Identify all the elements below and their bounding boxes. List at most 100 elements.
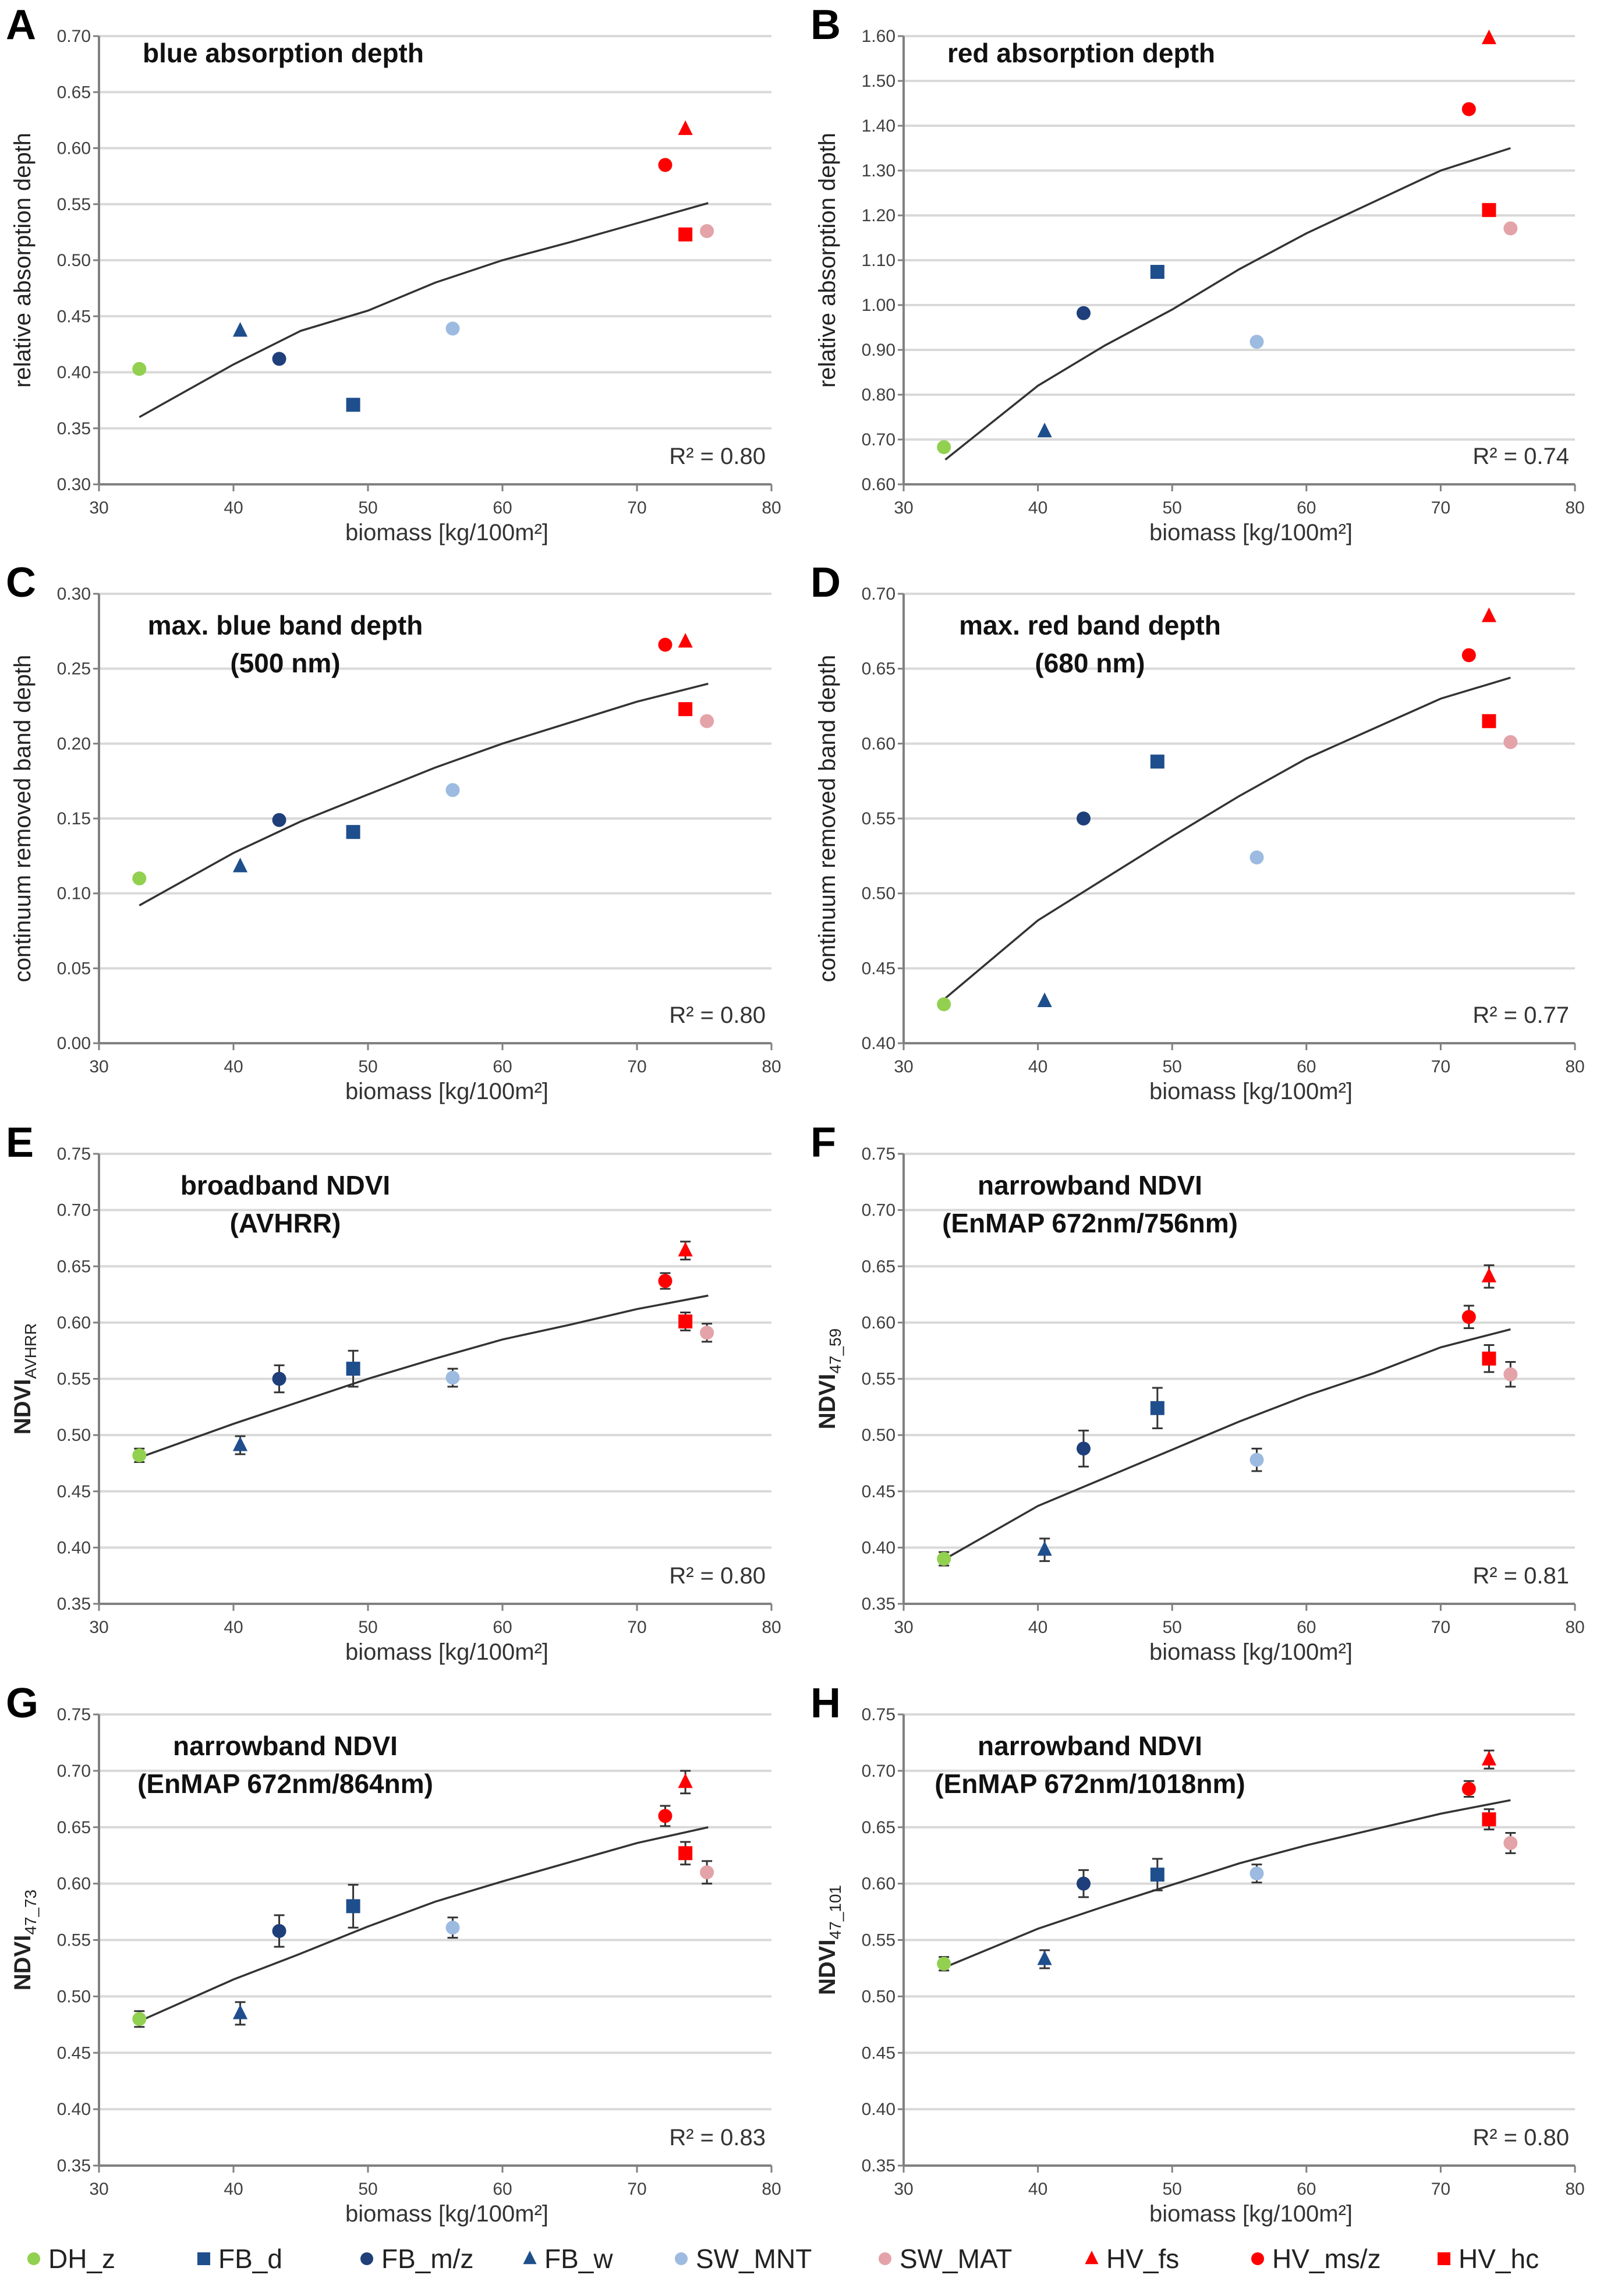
x-tick-label: 80: [762, 2180, 781, 2199]
panel-letter: A: [6, 2, 36, 48]
data-point-fb-m-z: [1077, 1876, 1091, 1891]
x-tick-label: 50: [1163, 1618, 1182, 1637]
x-tick-label: 70: [1431, 1618, 1450, 1637]
y-tick-label: 0.70: [862, 584, 895, 604]
x-tick-label: 60: [1297, 1057, 1316, 1076]
x-tick-label: 40: [224, 498, 243, 518]
legend-item: FB_w: [523, 2244, 613, 2274]
x-tick-label: 50: [1163, 498, 1182, 518]
y-tick-label: 0.65: [862, 1818, 895, 1837]
trend-line: [139, 1826, 709, 2022]
data-point-sw-mnt: [1249, 335, 1264, 349]
x-tick-label: 60: [1297, 2180, 1316, 2199]
y-tick-label: 0.55: [57, 195, 91, 214]
y-tick-label: 0.30: [57, 475, 91, 494]
panel-f: 0.35 0.40 0.45 0.50 0.55 0.60 0.65 0.70 0.75 30 40…: [810, 1119, 1585, 1665]
y-tick-label: 0.40: [862, 1538, 895, 1557]
x-axis-label: biomass [kg/100m²]: [345, 520, 548, 545]
x-tick-label: 60: [493, 1057, 512, 1076]
legend-label: HV_ms/z: [1272, 2244, 1381, 2274]
y-tick-label: 0.70: [862, 1762, 895, 1781]
y-axis-label: continuum removed band depth: [815, 655, 840, 983]
y-axis-label-main: relative absorption depth: [10, 133, 36, 388]
panel-letter: E: [6, 1119, 34, 1166]
y-tick-label: 0.40: [862, 2100, 895, 2119]
panel-c: 0.00 0.05 0.10 0.15 0.20 0.25 0.30 30 40 50 60 70 80…: [6, 559, 781, 1104]
data-point-dh-z: [132, 871, 147, 885]
y-tick-label: 0.60: [862, 1875, 895, 1894]
data-point-hv-ms-z: [1461, 1781, 1476, 1796]
r-squared-label: R² = 0.81: [1472, 1563, 1569, 1589]
r-squared-label: R² = 0.74: [1472, 444, 1569, 469]
data-point-sw-mat: [1503, 1836, 1518, 1850]
legend-marker-circle-icon: [879, 2252, 891, 2265]
data-point-sw-mat: [700, 1865, 714, 1880]
y-axis-label-main: continuum removed band depth: [815, 655, 840, 983]
data-point-dh-z: [937, 1551, 951, 1566]
y-tick-label: 0.40: [862, 1034, 895, 1053]
y-tick-label: 0.35: [57, 1595, 91, 1614]
x-tick-label: 70: [627, 1057, 646, 1076]
y-tick-label: 0.45: [57, 2043, 91, 2063]
y-tick-label: 0.65: [57, 1257, 91, 1276]
y-tick-label: 0.65: [862, 660, 895, 679]
panel-title: max. red band depth: [959, 610, 1221, 640]
x-tick-label: 80: [762, 1057, 781, 1076]
panel-letter: F: [810, 1119, 836, 1166]
panel-subtitle: (EnMAP 672nm/756nm): [942, 1208, 1238, 1238]
data-point-hv-hc: [1482, 714, 1496, 728]
data-point-hv-fs: [678, 120, 693, 135]
y-tick-label: 0.25: [57, 660, 91, 679]
data-point-sw-mat: [700, 224, 714, 238]
legend-label: FB_w: [544, 2244, 613, 2274]
y-tick-label: 0.55: [57, 1931, 91, 1950]
x-axis-label: biomass [kg/100m²]: [345, 1079, 548, 1104]
data-point-fb-d: [346, 1899, 360, 1914]
y-tick-label: 0.50: [862, 1426, 895, 1445]
y-tick-label: 0.35: [862, 2156, 895, 2175]
data-point-fb-m-z: [272, 1924, 286, 1938]
y-tick-label: 0.60: [57, 1313, 91, 1333]
legend-item: SW_MAT: [879, 2244, 1012, 2274]
data-point-hv-ms-z: [1461, 648, 1476, 662]
data-point-hv-hc: [678, 702, 693, 717]
x-tick-label: 80: [762, 498, 781, 518]
data-point-fb-w: [232, 1436, 248, 1451]
y-tick-label: 0.55: [862, 1370, 895, 1389]
y-tick-label: 0.75: [862, 1145, 895, 1164]
legend-item: FB_m/z: [360, 2244, 473, 2274]
panel-h: 0.35 0.40 0.45 0.50 0.55 0.60 0.65 0.70 0.75 30 40…: [810, 1680, 1585, 2227]
data-point-hv-fs: [678, 633, 693, 648]
x-tick-label: 40: [1028, 498, 1047, 518]
y-tick-label: 0.35: [57, 419, 91, 438]
y-tick-label: 0.30: [57, 584, 91, 604]
x-axis-label: biomass [kg/100m²]: [1149, 1639, 1353, 1665]
y-tick-label: 0.75: [57, 1145, 91, 1164]
panel-subtitle: (500 nm): [230, 648, 340, 678]
y-tick-label: 0.50: [862, 1987, 895, 2006]
y-tick-label: 0.65: [57, 1818, 91, 1837]
data-point-sw-mnt: [1249, 1452, 1264, 1467]
y-axis-label-main: NDVI: [815, 1939, 840, 1995]
y-tick-label: 0.45: [862, 1482, 895, 1501]
data-point-fb-d: [1150, 265, 1164, 279]
y-tick-label: 1.30: [862, 161, 895, 180]
y-tick-label: 0.60: [862, 1313, 895, 1333]
x-tick-label: 70: [1431, 498, 1450, 518]
data-point-fb-m-z: [272, 1372, 286, 1386]
y-tick-label: 0.20: [57, 734, 91, 753]
data-point-fb-w: [1037, 423, 1052, 438]
x-tick-label: 80: [1565, 1618, 1584, 1637]
x-tick-label: 70: [627, 498, 646, 518]
data-point-fb-m-z: [1077, 1441, 1091, 1456]
panel-letter: G: [6, 1680, 38, 1727]
trend-line: [139, 202, 709, 419]
x-tick-label: 50: [358, 1618, 377, 1637]
y-tick-label: 1.40: [862, 116, 895, 136]
legend-item: DH_z: [27, 2244, 115, 2274]
y-axis-label-subscript: 47_73: [22, 1890, 40, 1935]
x-tick-label: 50: [358, 1057, 377, 1076]
legend-marker-triangle-icon: [1085, 2251, 1099, 2265]
y-tick-label: 0.60: [862, 475, 895, 494]
y-tick-label: 0.00: [57, 1034, 91, 1053]
